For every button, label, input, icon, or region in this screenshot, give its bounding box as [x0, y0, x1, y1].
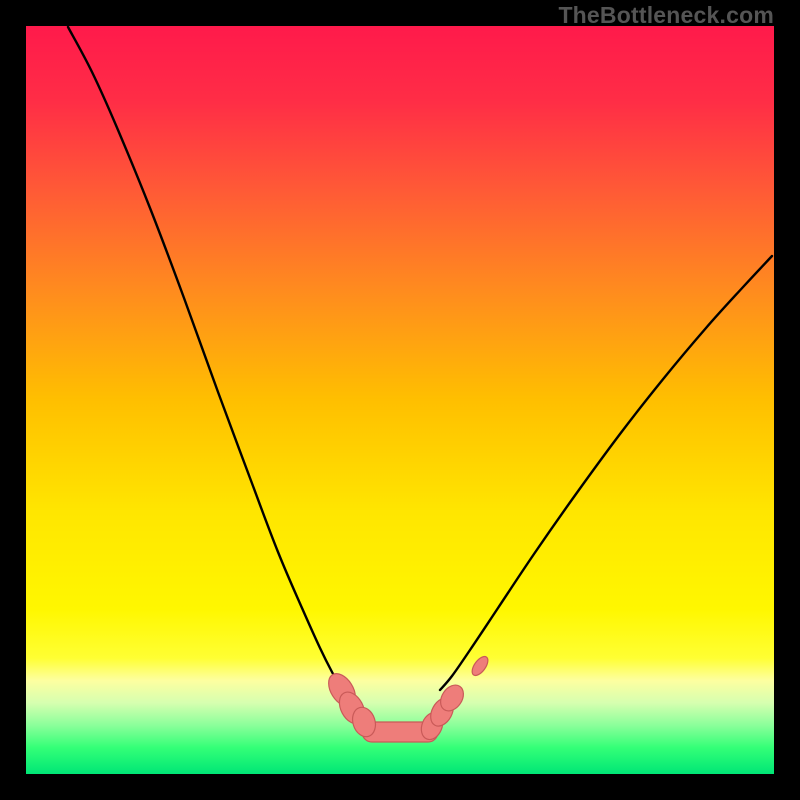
watermark-text: TheBottleneck.com	[558, 2, 774, 29]
gradient-background	[26, 26, 774, 774]
chart-svg	[0, 0, 800, 800]
chart-canvas	[0, 0, 800, 800]
